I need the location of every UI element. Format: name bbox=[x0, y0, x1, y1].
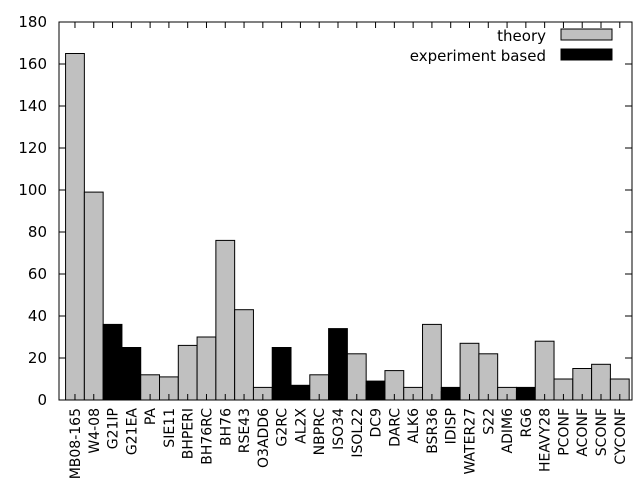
x-tick-label-rse43: RSE43 bbox=[237, 408, 253, 453]
x-axis: MB08-165 W4-08 G21IP G21EA PA SIE11 BHPERI BH76… bbox=[68, 22, 629, 479]
x-tick-label-bh76: BH76 bbox=[218, 408, 234, 446]
x-tick-label-pconf: PCONF bbox=[556, 408, 572, 456]
x-tick-label-pa: PA bbox=[143, 408, 159, 426]
bar-g21ip-experiment-based bbox=[102, 323, 123, 401]
bar-mb08-165-theory bbox=[65, 53, 85, 401]
bar-isol22-theory bbox=[346, 353, 367, 401]
x-tick-label-g21ea: G21EA bbox=[124, 408, 140, 456]
y-tick-label: 160 bbox=[18, 55, 47, 73]
legend-label-theory: theory bbox=[497, 27, 546, 45]
bar-iso34-experiment-based bbox=[328, 328, 348, 401]
bar-s22-theory bbox=[478, 353, 499, 401]
x-tick-label-idisp: IDISP bbox=[444, 408, 460, 444]
y-tick-label: 180 bbox=[18, 13, 47, 31]
x-tick-label-w4-08: W4-08 bbox=[87, 408, 103, 454]
x-tick-label-o3add6: O3ADD6 bbox=[256, 408, 272, 468]
y-tick-label: 0 bbox=[37, 391, 47, 409]
legend: theory experiment based bbox=[410, 27, 613, 65]
bars bbox=[65, 53, 630, 401]
y-tick-label: 20 bbox=[28, 349, 47, 367]
x-tick-label-aconf: ACONF bbox=[575, 408, 591, 457]
x-tick-label-g21ip: G21IP bbox=[106, 408, 122, 449]
legend-swatch-experiment-based bbox=[560, 48, 613, 61]
y-tick-label: 140 bbox=[18, 97, 47, 115]
bar-g2rc-experiment-based bbox=[271, 347, 292, 401]
x-tick-label-adim6: ADIM6 bbox=[500, 408, 516, 454]
x-tick-label-bhperi: BHPERI bbox=[181, 408, 197, 459]
bar-rse43-theory bbox=[234, 309, 254, 401]
x-tick-label-mb08-165: MB08-165 bbox=[68, 408, 84, 479]
x-tick-label-darc: DARC bbox=[387, 408, 403, 447]
x-tick-label-heavy28: HEAVY28 bbox=[538, 408, 554, 472]
x-tick-label-dc9: DC9 bbox=[369, 408, 385, 437]
y-axis: 0 20 40 60 80 100 120 140 160 180 bbox=[18, 13, 632, 409]
x-tick-label-isol22: ISOL22 bbox=[350, 408, 366, 458]
y-tick-label: 100 bbox=[18, 181, 47, 199]
bar-bsr36-theory bbox=[422, 323, 442, 401]
x-tick-label-sie11: SIE11 bbox=[162, 408, 178, 448]
y-tick-label: 120 bbox=[18, 139, 47, 157]
x-tick-label-alk6: ALK6 bbox=[406, 408, 422, 444]
x-tick-label-s22: S22 bbox=[481, 408, 497, 435]
bar-bh76rc-theory bbox=[196, 336, 217, 401]
x-tick-label-bh76rc: BH76RC bbox=[199, 408, 215, 465]
x-tick-label-nbprc: NBPRC bbox=[312, 408, 328, 456]
bar-bh76-theory bbox=[215, 239, 236, 401]
bar-water27-theory bbox=[459, 342, 480, 401]
x-tick-label-water27: WATER27 bbox=[462, 408, 478, 475]
bar-heavy28-theory bbox=[534, 340, 555, 401]
y-tick-label: 40 bbox=[28, 307, 47, 325]
x-tick-label-sconf: SCONF bbox=[594, 408, 610, 456]
x-tick-label-rg6: RG6 bbox=[519, 408, 535, 438]
x-tick-label-cyconf: CYCONF bbox=[613, 408, 629, 465]
bar-g21ea-experiment-based bbox=[121, 347, 142, 401]
legend-swatch-theory bbox=[560, 28, 613, 41]
x-tick-label-al2x: AL2X bbox=[293, 408, 309, 444]
x-tick-label-bsr36: BSR36 bbox=[425, 408, 441, 454]
y-tick-label: 80 bbox=[28, 223, 47, 241]
x-tick-label-iso34: ISO34 bbox=[331, 408, 347, 450]
x-tick-label-g2rc: G2RC bbox=[275, 408, 291, 447]
bar-bhperi-theory bbox=[177, 344, 198, 401]
legend-label-experiment-based: experiment based bbox=[410, 47, 546, 65]
plot-frame bbox=[58, 21, 633, 401]
y-tick-label: 60 bbox=[28, 265, 47, 283]
bar-w4-08-theory bbox=[83, 191, 104, 401]
